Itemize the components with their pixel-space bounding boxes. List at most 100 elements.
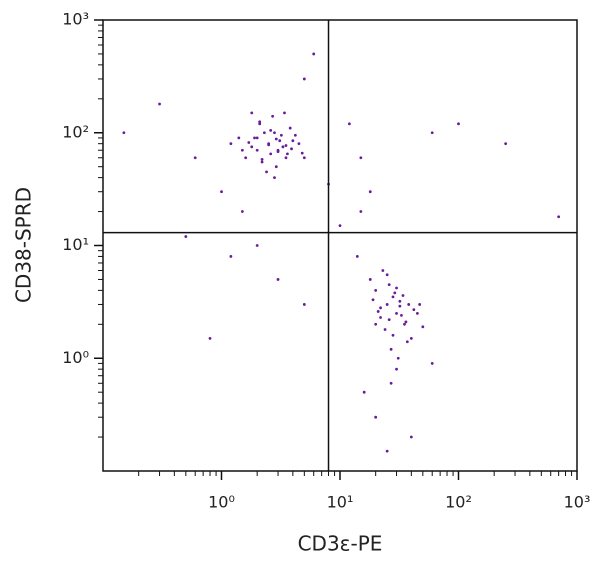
event-dot <box>240 210 244 213</box>
y-axis-label: CD38-SPRD <box>12 187 36 303</box>
event-dot <box>283 111 286 115</box>
event-dot <box>286 152 289 156</box>
event-dot <box>302 77 306 81</box>
event-dot <box>291 139 295 143</box>
event-dot <box>379 306 382 310</box>
event-dot <box>391 333 395 337</box>
y-tick-label: 10² <box>62 122 89 141</box>
event-dot <box>395 286 398 290</box>
event-dot <box>355 255 359 258</box>
event-dot <box>255 148 259 152</box>
event-dot <box>405 340 409 344</box>
event-dot <box>262 131 266 135</box>
event-dot <box>371 298 375 302</box>
event-dot <box>274 137 278 141</box>
event-dot <box>271 114 275 118</box>
event-dot <box>240 148 244 152</box>
event-dot <box>274 165 278 169</box>
event-dot <box>273 176 276 180</box>
event-dot <box>379 316 382 319</box>
event-dot <box>269 152 273 156</box>
event-dot <box>338 224 342 228</box>
event-dot <box>374 288 378 292</box>
x-tick-label: 10¹ <box>327 493 354 512</box>
event-dot <box>244 156 248 160</box>
event-dot <box>398 299 402 303</box>
event-dot <box>276 150 280 154</box>
event-dot <box>265 170 268 174</box>
event-dot <box>300 151 304 155</box>
event-dot <box>220 190 223 194</box>
event-dot <box>253 136 256 140</box>
event-dot <box>374 322 378 326</box>
event-dot <box>229 142 233 146</box>
event-dot <box>457 122 460 126</box>
event-dot <box>385 303 389 306</box>
event-dot <box>374 415 378 419</box>
event-dot <box>409 336 413 340</box>
event-dot <box>269 128 273 132</box>
event-dot <box>359 210 363 213</box>
event-dot <box>250 145 254 149</box>
event-dot <box>385 449 389 453</box>
event-dot <box>403 322 406 326</box>
event-dot <box>412 308 416 312</box>
event-dot <box>273 131 276 135</box>
event-dot <box>247 141 251 144</box>
event-dot <box>184 235 188 238</box>
event-dot <box>418 303 422 306</box>
y-tick-label: 10¹ <box>62 235 89 254</box>
event-dot <box>421 325 425 329</box>
event-dot <box>416 311 419 315</box>
event-dot <box>430 362 434 365</box>
event-dot <box>297 142 301 146</box>
event-dot <box>389 381 393 385</box>
event-dot <box>158 102 161 106</box>
event-dot <box>278 139 282 143</box>
event-dot <box>284 144 288 147</box>
event-dot <box>122 131 126 135</box>
event-dot <box>347 122 351 126</box>
event-dot <box>258 120 262 124</box>
x-tick-label: 10³ <box>564 493 591 512</box>
event-dot <box>376 310 380 313</box>
event-dot <box>368 278 372 281</box>
event-dot <box>293 133 297 137</box>
event-dot <box>396 356 400 360</box>
event-dot <box>260 160 264 164</box>
event-dot <box>398 304 402 308</box>
event-dot <box>284 156 288 160</box>
event-dot <box>290 147 293 151</box>
event-dot <box>208 336 212 340</box>
event-dot <box>401 294 405 297</box>
x-axis-label: CD3ε-PE <box>298 532 383 556</box>
event-dot <box>383 328 387 331</box>
event-dot <box>387 283 391 287</box>
event-dot <box>302 156 306 160</box>
event-dot <box>260 158 264 161</box>
event-dot <box>288 126 292 130</box>
event-dot <box>368 190 372 194</box>
event-dot <box>395 311 398 315</box>
event-dot <box>409 435 413 439</box>
event-dot <box>504 142 508 146</box>
event-dot <box>391 295 395 299</box>
event-dot <box>255 136 259 140</box>
event-dot <box>430 131 434 135</box>
event-dot <box>267 143 271 147</box>
event-dot <box>279 133 283 137</box>
event-dot <box>389 347 393 351</box>
event-dot <box>193 156 197 160</box>
x-tick-label: 10² <box>445 493 472 512</box>
event-dot <box>362 390 366 394</box>
event-dot <box>385 273 389 277</box>
y-tick-label: 10³ <box>62 10 89 29</box>
y-tick-label: 10⁰ <box>62 348 89 367</box>
event-dot <box>276 278 280 281</box>
event-dot <box>395 367 398 371</box>
event-dot <box>258 122 262 126</box>
event-dot <box>312 52 316 56</box>
event-dot <box>250 111 254 115</box>
event-dot <box>404 320 408 324</box>
